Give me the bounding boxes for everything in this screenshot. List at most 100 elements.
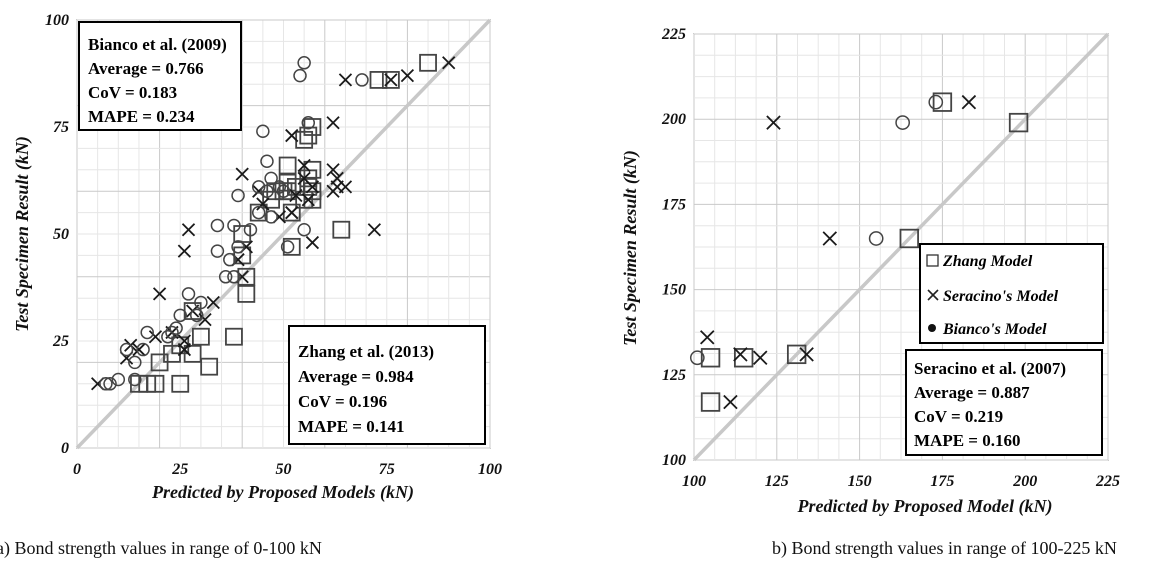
data-point-x <box>367 223 381 237</box>
data-point-x <box>289 188 303 203</box>
data-point-square <box>299 178 318 196</box>
y-tick-label: 0 <box>61 440 69 457</box>
data-point-square <box>262 190 281 209</box>
chart-b-marks <box>689 92 1029 412</box>
data-point-circle <box>928 94 944 110</box>
data-point-square <box>225 327 243 346</box>
y-tick-label: 25 <box>52 333 69 350</box>
legend-circle-marker <box>928 324 936 332</box>
x-tick-label: 75 <box>379 461 395 478</box>
data-point-circle <box>243 222 258 237</box>
annotation-line: Average = 0.766 <box>88 59 204 78</box>
data-point-x <box>285 128 299 143</box>
data-point-x <box>442 56 456 70</box>
data-point-x <box>700 330 715 345</box>
data-point-circle <box>260 154 274 168</box>
data-point-square <box>237 285 256 303</box>
data-point-circle <box>293 68 307 83</box>
y-tick-label: 100 <box>662 452 686 469</box>
data-point-circle <box>165 325 179 340</box>
data-point-square <box>700 348 721 368</box>
data-point-circle <box>99 377 113 391</box>
chart-a-y-axis-label: Test Specimen Result (kN) <box>12 136 33 332</box>
chart-a-caption: a) Bond strength values in range of 0-10… <box>0 538 322 559</box>
annotation-line: CoV = 0.219 <box>914 407 1003 426</box>
x-tick-label: 100 <box>682 473 706 490</box>
data-point-x <box>198 312 212 327</box>
data-point-x <box>766 115 781 130</box>
data-point-circle <box>128 372 142 387</box>
data-point-square <box>299 126 318 145</box>
legend-entry-zhang: Zhang Model <box>942 253 1033 270</box>
data-point-x <box>723 394 738 410</box>
data-point-circle <box>868 231 884 246</box>
y-tick-label: 175 <box>662 196 686 213</box>
data-point-square <box>171 374 190 393</box>
data-point-circle <box>218 270 233 284</box>
data-point-circle <box>119 342 134 357</box>
data-point-x <box>285 205 299 220</box>
data-point-circle <box>140 325 154 340</box>
data-point-circle <box>223 252 237 267</box>
chart-b-tick-labels: 100 125 150 175 200 225 100 125 150 175 200 225 <box>661 26 1120 490</box>
data-point-x <box>733 347 748 362</box>
data-point-circle <box>227 270 241 284</box>
y-tick-label: 150 <box>662 282 686 299</box>
data-point-square <box>369 71 388 89</box>
data-point-circle <box>181 287 196 301</box>
data-point-circle <box>355 73 369 87</box>
data-point-circle <box>111 372 126 387</box>
data-point-square <box>278 156 297 175</box>
data-point-square <box>932 92 953 112</box>
data-point-circle <box>227 218 241 233</box>
x-tick-label: 200 <box>1012 473 1037 490</box>
x-tick-label: 225 <box>1095 473 1120 490</box>
data-point-square <box>899 228 919 249</box>
chart-b-x-axis-label: Predicted by Proposed Model (kN) <box>797 496 1053 517</box>
chart-a-x-axis-label: Predicted by Proposed Models (kN) <box>151 482 414 503</box>
legend-square-marker <box>926 254 939 267</box>
annotation-line: Seracino et al. (2007) <box>914 359 1066 378</box>
data-point-circle <box>231 188 245 203</box>
data-point-circle <box>210 244 225 258</box>
data-point-x <box>297 158 311 173</box>
data-point-circle <box>128 355 142 370</box>
data-point-x <box>301 193 315 207</box>
y-tick-label: 75 <box>53 119 69 136</box>
legend-x-marker <box>927 289 939 301</box>
data-point-circle <box>103 377 117 391</box>
data-point-circle <box>256 124 270 139</box>
data-point-circle <box>264 210 278 224</box>
data-point-square <box>733 348 754 368</box>
x-tick-label: 175 <box>930 473 954 490</box>
data-point-circle <box>272 180 287 194</box>
data-point-x <box>326 116 340 130</box>
data-point-square <box>150 353 169 372</box>
annotation-line: MAPE = 0.160 <box>914 431 1020 450</box>
chart-b: 100 125 150 175 200 225 100 125 150 175 200 225 Pre… <box>620 26 1120 559</box>
data-point-x <box>338 73 353 87</box>
legend-entry-bianco: Bianco's Model <box>942 321 1047 338</box>
data-point-circle <box>210 218 225 233</box>
y-tick-label: 225 <box>661 26 686 43</box>
x-tick-label: 0 <box>73 461 81 478</box>
data-point-square <box>200 357 219 376</box>
data-point-circle <box>280 240 295 254</box>
chart-a-annotation-bianco: Bianco et al. (2009) Average = 0.766 CoV… <box>78 21 242 131</box>
chart-b-annotation-seracino: Seracino et al. (2007) Average = 0.887 C… <box>905 349 1103 456</box>
data-point-circle <box>194 295 208 310</box>
data-point-x <box>326 184 340 198</box>
data-point-x <box>148 330 163 344</box>
data-point-circle <box>301 115 316 130</box>
chart-a-marks <box>91 53 456 393</box>
data-point-x <box>235 167 249 181</box>
data-point-square <box>1008 112 1029 133</box>
annotation-line: CoV = 0.196 <box>298 392 387 411</box>
data-point-x <box>177 342 192 357</box>
annotation-line: Average = 0.887 <box>914 383 1030 402</box>
data-point-x <box>181 223 196 237</box>
data-point-x <box>132 342 146 357</box>
chart-a-tick-labels: 0 25 50 75 100 0 25 50 75 100 <box>45 12 502 478</box>
data-point-circle <box>297 222 311 237</box>
